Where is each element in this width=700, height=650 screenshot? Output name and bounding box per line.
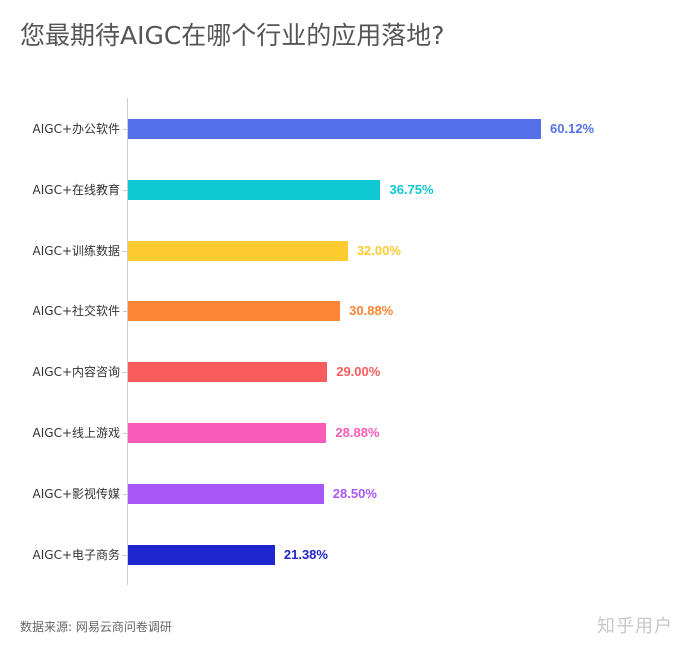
value-label: 28.88% <box>335 425 380 440</box>
value-label: 32.00% <box>356 242 401 258</box>
value-label: 29.00% <box>336 364 381 380</box>
category-label: AIGC+内容咨询 <box>32 365 120 380</box>
watermark: 知乎用户 <box>597 616 673 637</box>
bar-row: AIGC+办公软件 60.12% <box>0 119 700 139</box>
axis-tick <box>123 493 127 495</box>
category-label: AIGC+在线教育 <box>32 182 120 197</box>
axis-tick <box>123 554 127 556</box>
axis-tick <box>123 311 127 313</box>
axis-tick <box>123 250 127 252</box>
bar-row: AIGC+内容咨询 29.00% <box>0 362 700 383</box>
value-label: 28.50% <box>332 485 377 501</box>
category-label: AIGC+社交软件 <box>32 304 120 319</box>
bar <box>128 301 341 322</box>
bar <box>128 240 348 261</box>
bar-row: AIGC+电子商务 21.38% <box>0 544 700 565</box>
bar <box>128 483 324 504</box>
bar-row: AIGC+影视传媒 28.50% <box>0 483 700 504</box>
bar-row: AIGC+在线教育 36.75% <box>0 179 700 200</box>
bar <box>128 179 381 200</box>
category-label: AIGC+办公软件 <box>32 122 120 136</box>
bar <box>128 544 275 565</box>
axis-tick <box>123 129 127 130</box>
data-source-note: 数据来源: 网易云商问卷调研 <box>20 620 172 634</box>
bar <box>128 119 542 139</box>
value-label: 30.88% <box>349 303 394 319</box>
value-label: 60.12% <box>550 121 595 136</box>
category-label: AIGC+电子商务 <box>32 547 120 562</box>
category-label: AIGC+影视传媒 <box>32 486 120 501</box>
bar-row: AIGC+社交软件 30.88% <box>0 301 700 322</box>
bar-row: AIGC+训练数据 32.00% <box>0 240 700 261</box>
axis-tick <box>123 189 127 191</box>
category-label: AIGC+训练数据 <box>32 243 120 258</box>
value-label: 21.38% <box>283 546 328 562</box>
bar-row: AIGC+线上游戏 28.88% <box>0 423 700 443</box>
axis-tick <box>123 433 127 434</box>
chart-title: 您最期待AIGC在哪个行业的应用落地? <box>20 21 445 50</box>
value-label: 36.75% <box>389 181 434 197</box>
category-label: AIGC+线上游戏 <box>32 426 120 440</box>
bar <box>128 423 327 443</box>
bar <box>128 362 328 383</box>
axis-tick <box>123 372 127 374</box>
y-axis-line <box>127 98 128 585</box>
